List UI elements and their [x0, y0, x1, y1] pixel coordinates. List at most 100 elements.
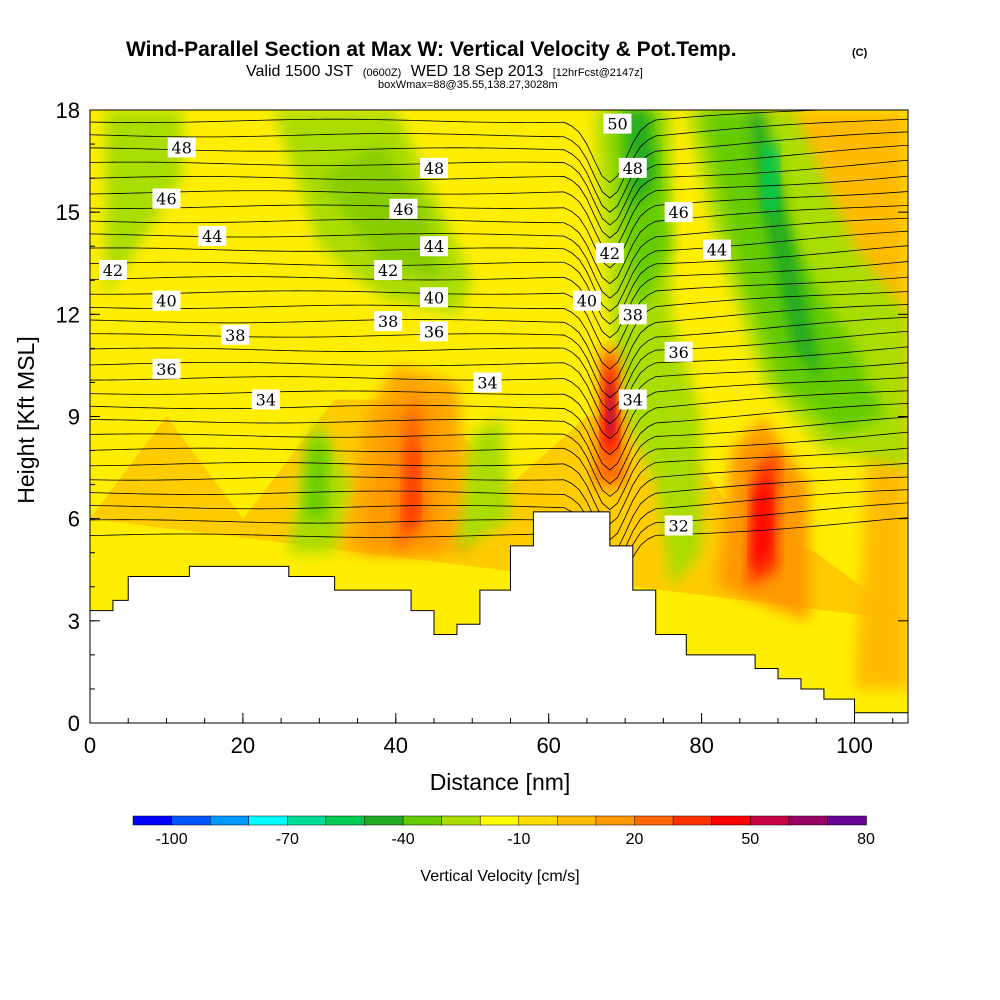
velocity-region — [606, 382, 614, 434]
theta-contour-label-bg — [572, 290, 601, 311]
theta-contour-label-bg — [618, 389, 647, 410]
velocity-region — [762, 144, 779, 213]
terrain-mask — [90, 511, 908, 723]
colorbar-tick-label: 20 — [626, 831, 644, 848]
colorbar-swatch — [634, 815, 674, 826]
theta-contour-label: 38 — [374, 311, 403, 332]
theta-contour-label-text: 34 — [256, 390, 276, 409]
colorbar-swatch — [750, 815, 790, 826]
title-mark: (C) — [852, 47, 868, 59]
x-tick-label: 0 — [84, 733, 96, 758]
theta-contour-label-text: 46 — [668, 203, 688, 222]
y-axis-label: Height [Kft MSL] — [13, 336, 39, 503]
colorbar: -100 -70 -40 -10 20 50 80 — [132, 815, 875, 848]
theta-contour-line — [90, 205, 908, 285]
theta-contour-label-bg — [420, 287, 449, 308]
theta-contour-line — [90, 390, 908, 471]
x-tick-label: 100 — [836, 733, 873, 758]
colorbar-tick-label: -10 — [507, 831, 530, 848]
colorbar-swatch — [364, 815, 404, 826]
colorbar-swatch — [402, 815, 443, 826]
y-tick-label: 15 — [56, 200, 80, 225]
chart-subtitle-box: boxWmax=88@35.55,138.27,3028m — [378, 79, 558, 91]
colorbar-tick-label: 80 — [857, 831, 875, 848]
theta-contour-line — [90, 489, 908, 571]
velocity-region — [751, 484, 771, 570]
theta-contour-label-text: 38 — [225, 326, 245, 345]
theta-contour-label-text: 42 — [600, 244, 620, 263]
x-tick-label: 40 — [384, 733, 408, 758]
theta-contour-label: 34 — [473, 372, 502, 393]
theta-contour-label: 50 — [603, 113, 632, 134]
theta-contour-label-text: 44 — [424, 237, 444, 256]
theta-contour-label-bg — [664, 515, 693, 536]
colorbar-swatch — [248, 815, 289, 826]
theta-contour-line — [90, 175, 908, 253]
subtitle-forecast: [12hrFcst@2147z] — [553, 67, 643, 79]
colorbar-label: Vertical Velocity [cm/s] — [420, 868, 579, 885]
colorbar-swatch — [325, 815, 366, 826]
theta-contour-label: 44 — [198, 226, 227, 247]
theta-contour-label-bg — [664, 341, 693, 362]
theta-contour-label: 46 — [389, 198, 418, 219]
theta-contour-label-text: 46 — [393, 200, 413, 219]
theta-contour-label-text: 34 — [477, 373, 497, 392]
chart-subtitle: Valid 1500 JST (0600Z) WED 18 Sep 2013 [… — [246, 63, 643, 80]
theta-contour-line — [90, 462, 908, 541]
x-tick-label: 20 — [231, 733, 255, 758]
theta-contour-label-bg — [152, 188, 181, 209]
colorbar-swatch — [479, 815, 520, 826]
theta-contour-label-bg — [167, 137, 196, 158]
theta-contour-label-bg — [420, 236, 449, 257]
colorbar-swatch — [672, 815, 713, 826]
theta-contour-label-text: 48 — [172, 138, 192, 157]
theta-contour-label-text: 40 — [577, 292, 597, 311]
theta-contour-label: 44 — [420, 236, 449, 257]
colorbar-swatch — [827, 815, 867, 826]
colorbar-tick-label: 50 — [741, 831, 759, 848]
y-tick-label: 9 — [68, 405, 80, 430]
theta-contour-label-bg — [98, 260, 127, 281]
theta-contour-label: 48 — [420, 157, 449, 178]
theta-contour-label-text: 42 — [378, 261, 398, 280]
theta-contour-line — [90, 276, 908, 354]
theta-contour-label: 48 — [167, 137, 196, 158]
theta-contour-label-bg — [152, 290, 181, 311]
theta-contour-label: 32 — [664, 515, 693, 536]
velocity-region — [304, 433, 327, 519]
theta-contour-label-text: 34 — [623, 390, 643, 409]
theta-contour-line — [90, 291, 908, 370]
theta-contour-line — [90, 159, 908, 239]
plot-area: 50 48 48 48 46 46 46 44 44 44 42 42 42 40 40 40 38 38 38 36… — [90, 110, 908, 723]
theta-contour-label: 48 — [618, 157, 647, 178]
theta-contour-label-text: 42 — [103, 261, 123, 280]
theta-contour-label: 38 — [221, 324, 250, 345]
theta-contour-label-text: 36 — [424, 322, 444, 341]
colorbar-tick-label: -70 — [276, 831, 299, 848]
theta-contour-label-bg — [251, 389, 280, 410]
theta-contour-line — [90, 110, 833, 184]
theta-contour-label-bg — [473, 372, 502, 393]
theta-contour-line — [90, 245, 908, 325]
theta-contour-line — [90, 502, 908, 584]
theta-contour-label-text: 40 — [424, 288, 444, 307]
subtitle-date: WED 18 Sep 2013 — [411, 63, 544, 80]
x-tick-label: 60 — [536, 733, 560, 758]
theta-contour-label-text: 48 — [623, 159, 643, 178]
colorbar-swatch — [171, 815, 211, 826]
colorbar-swatch — [518, 815, 559, 826]
colorbar-swatch — [595, 815, 636, 826]
theta-contour-label-bg — [595, 243, 624, 264]
theta-contour-line — [90, 377, 908, 456]
y-tick-label: 12 — [56, 302, 80, 327]
theta-contour-label-text: 32 — [668, 516, 688, 535]
y-tick-label: 6 — [68, 507, 80, 532]
theta-contour-label-bg — [389, 198, 418, 219]
colorbar-swatch — [287, 815, 327, 826]
theta-contour-label: 36 — [152, 358, 181, 379]
theta-contour-label-bg — [664, 202, 693, 223]
colorbar-tick-label: -100 — [156, 831, 188, 848]
x-tick-label: 80 — [689, 733, 713, 758]
